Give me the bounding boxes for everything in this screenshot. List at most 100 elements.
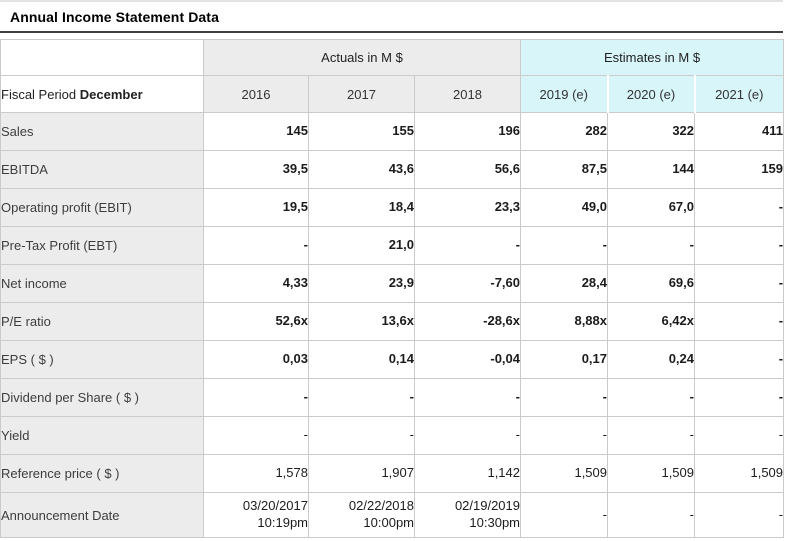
value-sales-col3: 282	[520, 112, 609, 151]
value-operating-profit-ebit-col3: 49,0	[520, 188, 609, 227]
row-label-operating-profit-ebit: Operating profit (EBIT)	[0, 188, 204, 227]
row-label-eps: EPS ( $ )	[0, 340, 204, 379]
value-pe-ratio-col5: -	[694, 302, 785, 341]
value-reference-price-col4: 1,509	[607, 454, 696, 493]
value-ebitda-col0: 39,5	[203, 150, 309, 189]
value-reference-price-col1: 1,907	[308, 454, 415, 493]
value-yield-col5: -	[694, 416, 785, 455]
value-pe-ratio-col1: 13,6x	[308, 302, 415, 341]
row-label-pretax-profit-ebt: Pre-Tax Profit (EBT)	[0, 226, 204, 265]
value-operating-profit-ebit-col0: 19,5	[203, 188, 309, 227]
value-net-income-col4: 69,6	[607, 264, 696, 303]
year-header-2017: 2017	[308, 75, 415, 113]
value-pe-ratio-col0: 52,6x	[203, 302, 309, 341]
row-label-yield: Yield	[0, 416, 204, 455]
table-row-net-income: Net income 4,33 23,9 -7,60 28,4 69,6-	[0, 264, 785, 303]
table-row-pe-ratio: P/E ratio 52,6x 13,6x -28,6x 8,88x 6,42x -	[0, 302, 785, 341]
table-body: Sales 145 155 196 282 322 411 EBITDA 39,5 43,6 56,…	[0, 112, 785, 538]
group-header-row: Actuals in M $ Estimates in M $	[0, 39, 785, 76]
value-sales-col2: 196	[413, 112, 522, 151]
value-yield-col2: -	[413, 416, 522, 455]
row-label-reference-price: Reference price ( $ )	[0, 454, 204, 493]
value-net-income-col1: 23,9	[308, 264, 415, 303]
fiscal-period-header: Fiscal Period December	[0, 75, 204, 113]
table-row-eps: EPS ( $ ) 0,03 0,14 -0,04 0,17 0,24-	[0, 340, 785, 379]
value-dividend-per-share-col3: -	[520, 378, 609, 417]
value-dividend-per-share-col5: -	[694, 378, 785, 417]
value-reference-price-col2: 1,142	[413, 454, 522, 493]
value-announcement-date-col2: 02/19/2019 10:30pm	[413, 492, 522, 538]
value-eps-col1: 0,14	[308, 340, 415, 379]
year-header-2020e: 2020 (e)	[606, 75, 696, 113]
table-row-announcement-date: Announcement Date 03/20/2017 10:19pm 02/22…	[0, 492, 785, 538]
value-yield-col1: -	[308, 416, 415, 455]
value-sales-col0: 145	[203, 112, 309, 151]
value-ebitda-col1: 43,6	[308, 150, 415, 189]
value-ebitda-col5: 159	[694, 150, 785, 189]
table-row-yield: Yield - - - - - -	[0, 416, 785, 455]
value-net-income-col0: 4,33	[203, 264, 309, 303]
value-operating-profit-ebit-col5: -	[694, 188, 785, 227]
value-eps-col2: -0,04	[413, 340, 522, 379]
value-announcement-date-col1: 02/22/2018 10:00pm	[308, 492, 415, 538]
value-pe-ratio-col4: 6,42x	[607, 302, 696, 341]
value-yield-col4: -	[607, 416, 696, 455]
value-reference-price-col5: 1,509	[694, 454, 785, 493]
value-eps-col4: 0,24	[607, 340, 696, 379]
value-operating-profit-ebit-col1: 18,4	[308, 188, 415, 227]
value-eps-col3: 0,17	[520, 340, 609, 379]
table-row-reference-price: Reference price ( $ ) 1,578 1,907 1,142 1,50…	[0, 454, 785, 493]
value-sales-col5: 411	[694, 112, 785, 151]
value-pretax-profit-ebt-col0: -	[203, 226, 309, 265]
table-row-sales: Sales 145 155 196 282 322 411	[0, 112, 785, 151]
value-announcement-date-col0: 03/20/2017 10:19pm	[203, 492, 309, 538]
value-dividend-per-share-col1: -	[308, 378, 415, 417]
page-title: Annual Income Statement Data	[10, 9, 219, 25]
fiscal-period-value: December	[79, 86, 143, 102]
year-header-row: Fiscal Period December 2016 2017 2018 20…	[0, 75, 785, 113]
value-announcement-date-col5: -	[694, 492, 785, 538]
value-yield-col3: -	[520, 416, 609, 455]
value-pretax-profit-ebt-col5: -	[694, 226, 785, 265]
year-header-2016: 2016	[203, 75, 309, 113]
row-label-ebitda: EBITDA	[0, 150, 204, 189]
row-label-dividend-per-share: Dividend per Share ( $ )	[0, 378, 204, 417]
value-operating-profit-ebit-col2: 23,3	[413, 188, 522, 227]
value-announcement-date-col3: -	[520, 492, 609, 538]
corner-blank-cell	[0, 39, 204, 76]
value-net-income-col3: 28,4	[520, 264, 609, 303]
value-ebitda-col3: 87,5	[520, 150, 609, 189]
table-row-dividend-per-share: Dividend per Share ( $ ) - - - - - -	[0, 378, 785, 417]
value-pretax-profit-ebt-col1: 21,0	[308, 226, 415, 265]
fiscal-period-label: Fiscal Period	[1, 86, 77, 102]
actuals-group-header: Actuals in M $	[202, 39, 522, 76]
value-sales-col4: 322	[607, 112, 696, 151]
value-eps-col5: -	[694, 340, 785, 379]
value-eps-col0: 0,03	[203, 340, 309, 379]
table-row-operating-profit-ebit: Operating profit (EBIT) 19,5 18,4 23,3 49,0 6…	[0, 188, 785, 227]
value-pretax-profit-ebt-col3: -	[520, 226, 609, 265]
value-announcement-date-col4: -	[607, 492, 696, 538]
value-reference-price-col3: 1,509	[520, 454, 609, 493]
row-label-announcement-date: Announcement Date	[0, 492, 204, 538]
value-ebitda-col4: 144	[607, 150, 696, 189]
value-ebitda-col2: 56,6	[413, 150, 522, 189]
title-bar: Annual Income Statement Data	[0, 0, 783, 33]
value-pretax-profit-ebt-col4: -	[607, 226, 696, 265]
table-row-pretax-profit-ebt: Pre-Tax Profit (EBT) -21,0- - - -	[0, 226, 785, 265]
estimates-group-header: Estimates in M $	[520, 39, 785, 76]
value-net-income-col2: -7,60	[413, 264, 522, 303]
value-dividend-per-share-col2: -	[413, 378, 522, 417]
value-pe-ratio-col3: 8,88x	[520, 302, 609, 341]
value-sales-col1: 155	[308, 112, 415, 151]
table-row-ebitda: EBITDA 39,5 43,6 56,6 87,5 144 159	[0, 150, 785, 189]
value-dividend-per-share-col4: -	[607, 378, 696, 417]
year-header-2021e: 2021 (e)	[693, 75, 785, 113]
income-statement-table: Actuals in M $ Estimates in M $ Fiscal P…	[0, 39, 785, 538]
row-label-sales: Sales	[0, 112, 204, 151]
value-pretax-profit-ebt-col2: -	[413, 226, 522, 265]
value-yield-col0: -	[203, 416, 309, 455]
row-label-net-income: Net income	[0, 264, 204, 303]
row-label-pe-ratio: P/E ratio	[0, 302, 204, 341]
